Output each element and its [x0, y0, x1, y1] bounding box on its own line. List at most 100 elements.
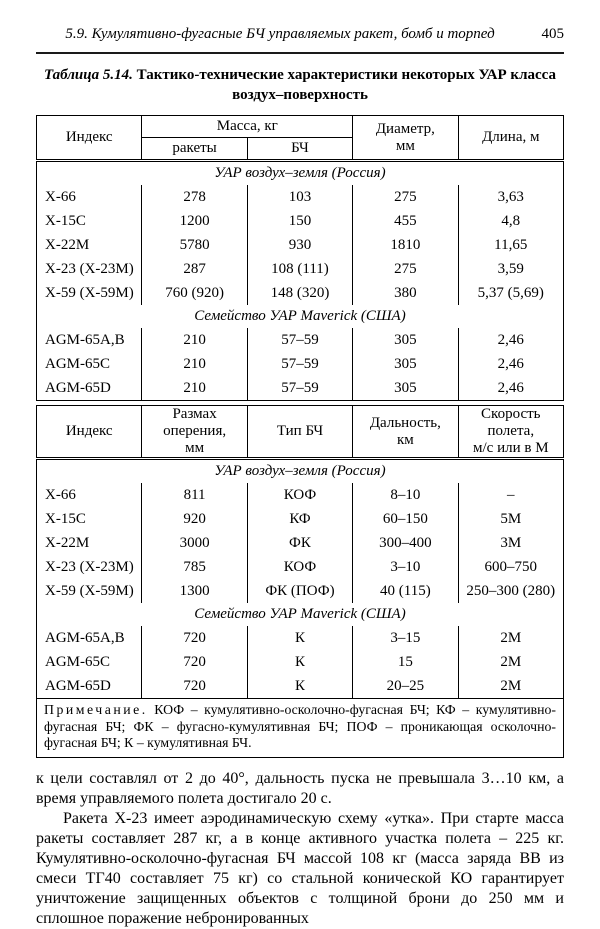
col-header-range: Дальность, км	[352, 405, 459, 460]
table-warhead-performance: Индекс Размах оперения, мм Тип БЧ Дально…	[36, 405, 564, 758]
cell-mass-warhead: 150	[247, 209, 354, 233]
section-row: Семейство УАР Maverick (США)	[37, 603, 564, 626]
cell-index: AGM-65A,B	[36, 328, 143, 352]
cell-length: 2,46	[497, 379, 524, 396]
cell-mass-warhead: 103	[247, 185, 354, 209]
cell-range: 60–150	[352, 507, 459, 531]
cell-warhead-type: КОФ	[247, 555, 354, 579]
cell-finspan: 3000	[141, 531, 248, 555]
cell-index: Х-22М	[36, 531, 143, 555]
section-title-russia: УАР воздух–земля (Россия)	[214, 165, 386, 181]
table-row: Х-59 (Х-59М) 1300 ФК (ПОФ) 40 (115) 250–…	[36, 579, 564, 603]
table-row: Х-15С 920 КФ 60–150 5М	[36, 507, 564, 531]
col-header-speed-line2: м/с или в М	[473, 440, 549, 456]
section-row: УАР воздух–земля (Россия)	[37, 161, 564, 186]
cell-diameter: 455	[352, 209, 459, 233]
table-row: Х-23 (Х-23М) 785 КОФ 3–10 600–750	[36, 555, 564, 579]
table-row: Х-66 811 КОФ 8–10 –	[36, 483, 564, 507]
cell-range: 3–10	[352, 555, 459, 579]
cell-index: Х-66	[36, 185, 143, 209]
section-title-maverick: Семейство УАР Maverick (США)	[194, 606, 406, 622]
cell-speed: 2М	[500, 653, 522, 670]
table-row: Х-15С 1200 150 455 4,8	[36, 209, 564, 233]
col-header-index: Индекс	[36, 115, 143, 162]
cell-finspan: 811	[141, 483, 248, 507]
table-note-label: Примечание.	[44, 702, 148, 717]
cell-finspan: 720	[141, 650, 248, 674]
table-caption-label: Таблица 5.14.	[44, 67, 133, 83]
cell-length: 5,37 (5,69)	[477, 284, 544, 301]
cell-mass-warhead: 57–59	[247, 376, 354, 401]
cell-finspan: 920	[141, 507, 248, 531]
table-caption-line2: воздух–поверхность	[232, 87, 368, 103]
cell-length: 2,46	[497, 331, 524, 348]
cell-index: AGM-65C	[36, 352, 143, 376]
col-header-index: Индекс	[36, 405, 143, 460]
cell-index: Х-23 (Х-23М)	[36, 555, 143, 579]
cell-mass-warhead: 930	[247, 233, 354, 257]
cell-mass-warhead: 57–59	[247, 352, 354, 376]
table-row: AGM-65A,B 210 57–59 305 2,46	[36, 328, 564, 352]
col-header-mass-group: Масса, кг	[141, 115, 354, 138]
section-title-russia: УАР воздух–земля (Россия)	[214, 463, 386, 479]
cell-diameter: 305	[352, 328, 459, 352]
cell-range: 8–10	[352, 483, 459, 507]
cell-diameter: 275	[352, 185, 459, 209]
col-header-diameter: Диаметр, мм	[352, 115, 459, 162]
cell-speed: 3М	[500, 534, 522, 551]
cell-warhead-type: ФК (ПОФ)	[247, 579, 354, 603]
cell-speed: –	[507, 486, 515, 503]
table-subheader-row: ракеты БЧ	[37, 137, 564, 162]
col-header-finspan-line1: Размах оперения,	[163, 406, 227, 439]
paragraph-x23: Ракета Х-23 имеет аэродинамическую схему…	[36, 809, 564, 927]
col-header-finspan: Размах оперения, мм	[141, 405, 248, 460]
cell-range: 3–15	[352, 626, 459, 650]
col-header-speed: Скорость полета, м/с или в М	[458, 405, 564, 460]
cell-index: Х-66	[36, 483, 143, 507]
col-header-warhead-type: Тип БЧ	[247, 405, 354, 460]
cell-range: 40 (115)	[352, 579, 459, 603]
col-header-finspan-line2: мм	[185, 440, 205, 456]
table-row: AGM-65A,B 720 К 3–15 2М	[36, 626, 564, 650]
table-row: Х-59 (Х-59М) 760 (920) 148 (320) 380 5,3…	[36, 281, 564, 305]
section-row: УАР воздух–земля (Россия)	[37, 459, 564, 484]
cell-speed: 2М	[500, 677, 522, 694]
table-caption-line1: Таблица 5.14. Тактико-технические характ…	[36, 65, 564, 85]
cell-range: 20–25	[352, 674, 459, 699]
cell-mass-rocket: 287	[141, 257, 248, 281]
cell-finspan: 785	[141, 555, 248, 579]
cell-warhead-type: К	[247, 650, 354, 674]
cell-range: 15	[352, 650, 459, 674]
paragraph-continuation: к цели составлял от 2 до 40°, дальность …	[36, 769, 564, 807]
cell-index: AGM-65A,B	[36, 626, 143, 650]
cell-index: Х-59 (Х-59М)	[36, 281, 143, 305]
table-row: Х-22М 5780 930 1810 11,65	[36, 233, 564, 257]
cell-mass-warhead: 148 (320)	[247, 281, 354, 305]
col-header-diameter-line1: Диаметр,	[375, 120, 435, 137]
col-header-mass-rocket: ракеты	[141, 137, 248, 162]
cell-length: 11,65	[494, 236, 528, 253]
cell-length: 2,46	[497, 355, 524, 372]
cell-mass-rocket: 210	[141, 328, 248, 352]
cell-warhead-type: КФ	[247, 507, 354, 531]
cell-mass-warhead: 57–59	[247, 328, 354, 352]
table-row: Х-66 278 103 275 3,63	[36, 185, 564, 209]
table-row: AGM-65D 720 К 20–25 2М	[36, 674, 564, 699]
table-mass-dimensions: Индекс Масса, кг Диаметр, мм Длина, м ра…	[36, 115, 564, 401]
cell-mass-rocket: 1200	[141, 209, 248, 233]
body-text: к цели составлял от 2 до 40°, дальность …	[36, 769, 564, 929]
cell-index: Х-15С	[36, 507, 143, 531]
cell-diameter: 1810	[352, 233, 459, 257]
cell-length: 3,63	[497, 188, 524, 205]
col-header-length: Длина, м	[458, 115, 564, 162]
table-note: Примечание. КОФ – кумулятивно-осколочно-…	[36, 698, 564, 757]
cell-diameter: 305	[352, 352, 459, 376]
col-header-range-line2: км	[396, 431, 414, 448]
cell-index: Х-15С	[36, 209, 143, 233]
table-row: AGM-65C 720 К 15 2М	[36, 650, 564, 674]
cell-warhead-type: К	[247, 626, 354, 650]
cell-finspan: 720	[141, 674, 248, 699]
cell-index: AGM-65C	[36, 650, 143, 674]
col-header-range-line1: Дальность,	[369, 414, 441, 431]
running-head-title: 5.9. Кумулятивно-фугасные БЧ управляемых…	[65, 26, 495, 42]
